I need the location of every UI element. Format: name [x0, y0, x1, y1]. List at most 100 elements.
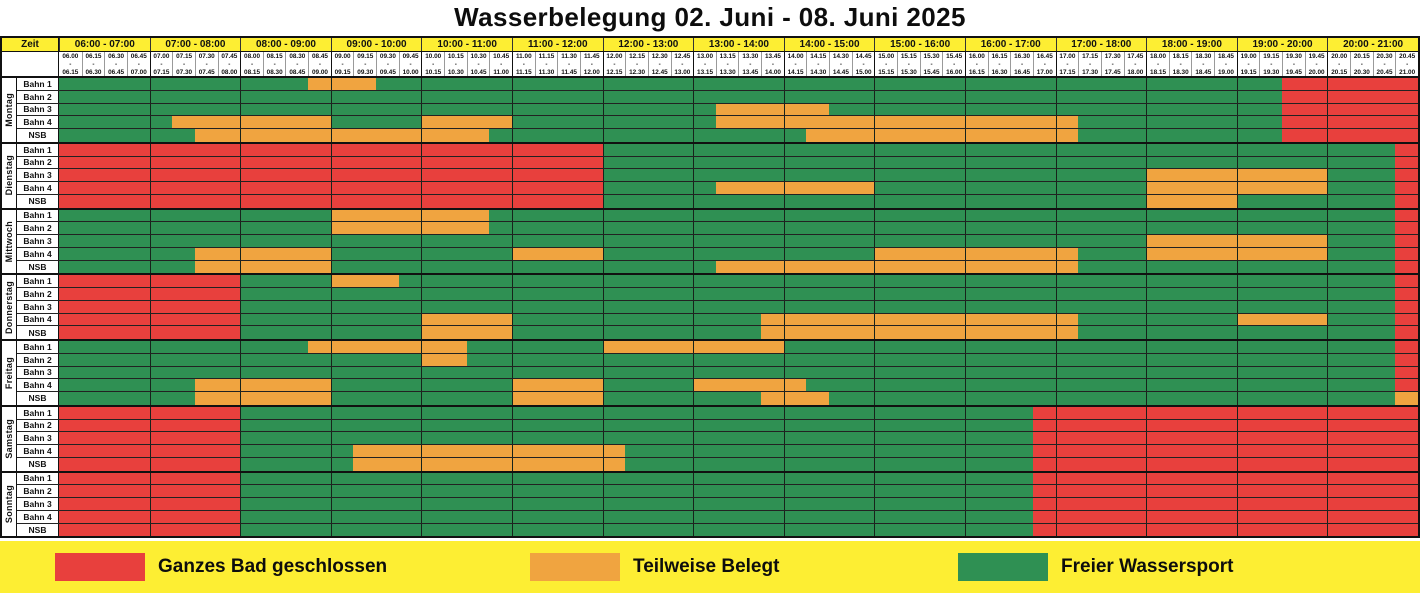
slot-cell	[1236, 510, 1260, 523]
slot-cell	[987, 169, 1011, 181]
slot-cell	[874, 366, 898, 379]
slot-cell	[511, 472, 535, 485]
slot-cell	[1214, 90, 1237, 103]
slot-cell	[1372, 300, 1396, 313]
slot-cell	[1055, 510, 1079, 523]
slot-cell	[851, 169, 875, 181]
slot-cell	[1372, 235, 1396, 247]
slot-cell	[1010, 313, 1033, 326]
slot-cell	[285, 143, 309, 156]
slot-cell	[806, 235, 830, 247]
slot-cell	[761, 275, 784, 287]
slot-cell	[172, 182, 195, 194]
slot-cell	[1282, 288, 1305, 300]
slot-cell	[1146, 341, 1169, 353]
slot-cell	[466, 419, 490, 432]
slot-cell	[1078, 209, 1101, 222]
slot-cell	[466, 194, 490, 208]
slot-cell	[897, 366, 920, 379]
slot-cell	[1350, 457, 1373, 471]
slot-cell	[511, 523, 535, 537]
slot-cell	[1146, 143, 1169, 156]
slot-cell	[602, 523, 626, 537]
slot-cell	[557, 222, 580, 234]
slot-cell	[444, 485, 467, 497]
slot-cell	[194, 169, 218, 181]
slot-cell	[647, 341, 671, 353]
slot-cell	[421, 485, 445, 497]
slot-cell	[194, 260, 218, 274]
slot-cell	[1282, 419, 1305, 432]
slot-cell	[602, 90, 626, 103]
slot-cell	[353, 341, 377, 353]
slot-cell	[262, 326, 286, 339]
quarter-header-cell: 12.30-12.45	[647, 52, 671, 76]
slot-cell	[693, 194, 716, 208]
slot-cell	[1350, 300, 1373, 313]
slot-cell	[715, 194, 739, 208]
slot-cell	[489, 129, 512, 142]
slot-cell	[353, 222, 377, 234]
slot-cell	[964, 129, 988, 142]
slot-cell	[534, 116, 558, 128]
slot-cell	[1327, 432, 1351, 444]
slot-cell	[1032, 379, 1056, 391]
slot-cell	[942, 90, 965, 103]
slot-cell	[240, 78, 263, 90]
slot-cell	[1010, 247, 1033, 260]
slot-cell	[444, 406, 467, 419]
slot-cell	[670, 209, 694, 222]
slot-cell	[919, 90, 943, 103]
slot-cell	[59, 353, 82, 366]
hour-header-cell: 09:00 - 10:00	[330, 38, 422, 51]
day-label-montag: Montag	[2, 78, 17, 142]
slot-cell	[421, 472, 445, 485]
slot-cell	[919, 419, 943, 432]
slot-cell	[285, 169, 309, 181]
lane-row: Bahn 3	[17, 300, 1418, 314]
slot-cell	[421, 209, 445, 222]
slot-cell	[1372, 406, 1396, 419]
slot-cell	[217, 194, 241, 208]
slot-cell	[534, 379, 558, 391]
slot-cell	[987, 235, 1011, 247]
slot-cell	[1168, 523, 1192, 537]
slot-cell	[897, 143, 920, 156]
slot-cell	[1395, 182, 1418, 194]
slot-cell	[1055, 78, 1079, 90]
quarter-header-cell: 08.15-08.30	[262, 52, 286, 76]
slot-cell	[421, 247, 445, 260]
slot-cell	[942, 326, 965, 339]
slot-cell	[919, 275, 943, 287]
slot-cell	[1395, 326, 1418, 339]
slot-cell	[693, 457, 716, 471]
slot-cell	[693, 116, 716, 128]
slot-cell	[1078, 129, 1101, 142]
slot-cell	[1236, 143, 1260, 156]
slot-cell	[557, 313, 580, 326]
slot-cell	[1032, 182, 1056, 194]
slot-cell	[489, 247, 512, 260]
slot-cell	[149, 523, 173, 537]
slot-cell	[262, 379, 286, 391]
slot-cell	[602, 222, 626, 234]
slot-cell	[557, 510, 580, 523]
slot-cell	[172, 353, 195, 366]
slot-cell	[738, 472, 762, 485]
quarter-header-cell: 16.00-16.15	[964, 52, 988, 76]
slot-cell	[1304, 457, 1328, 471]
slot-cell	[647, 432, 671, 444]
slot-cell	[829, 366, 852, 379]
quarter-header-cell: 08.30-08.45	[285, 52, 308, 76]
lane-row: Bahn 1	[17, 143, 1418, 157]
slot-cell	[1078, 275, 1101, 287]
slot-cell	[104, 169, 127, 181]
slot-cell	[1350, 103, 1373, 116]
slot-cell	[262, 313, 286, 326]
lane-cells	[59, 103, 1418, 116]
slot-cell	[806, 116, 830, 128]
slot-cell	[1282, 260, 1305, 274]
slot-cell	[353, 90, 377, 103]
slot-cell	[579, 103, 603, 116]
slot-cell	[81, 313, 105, 326]
